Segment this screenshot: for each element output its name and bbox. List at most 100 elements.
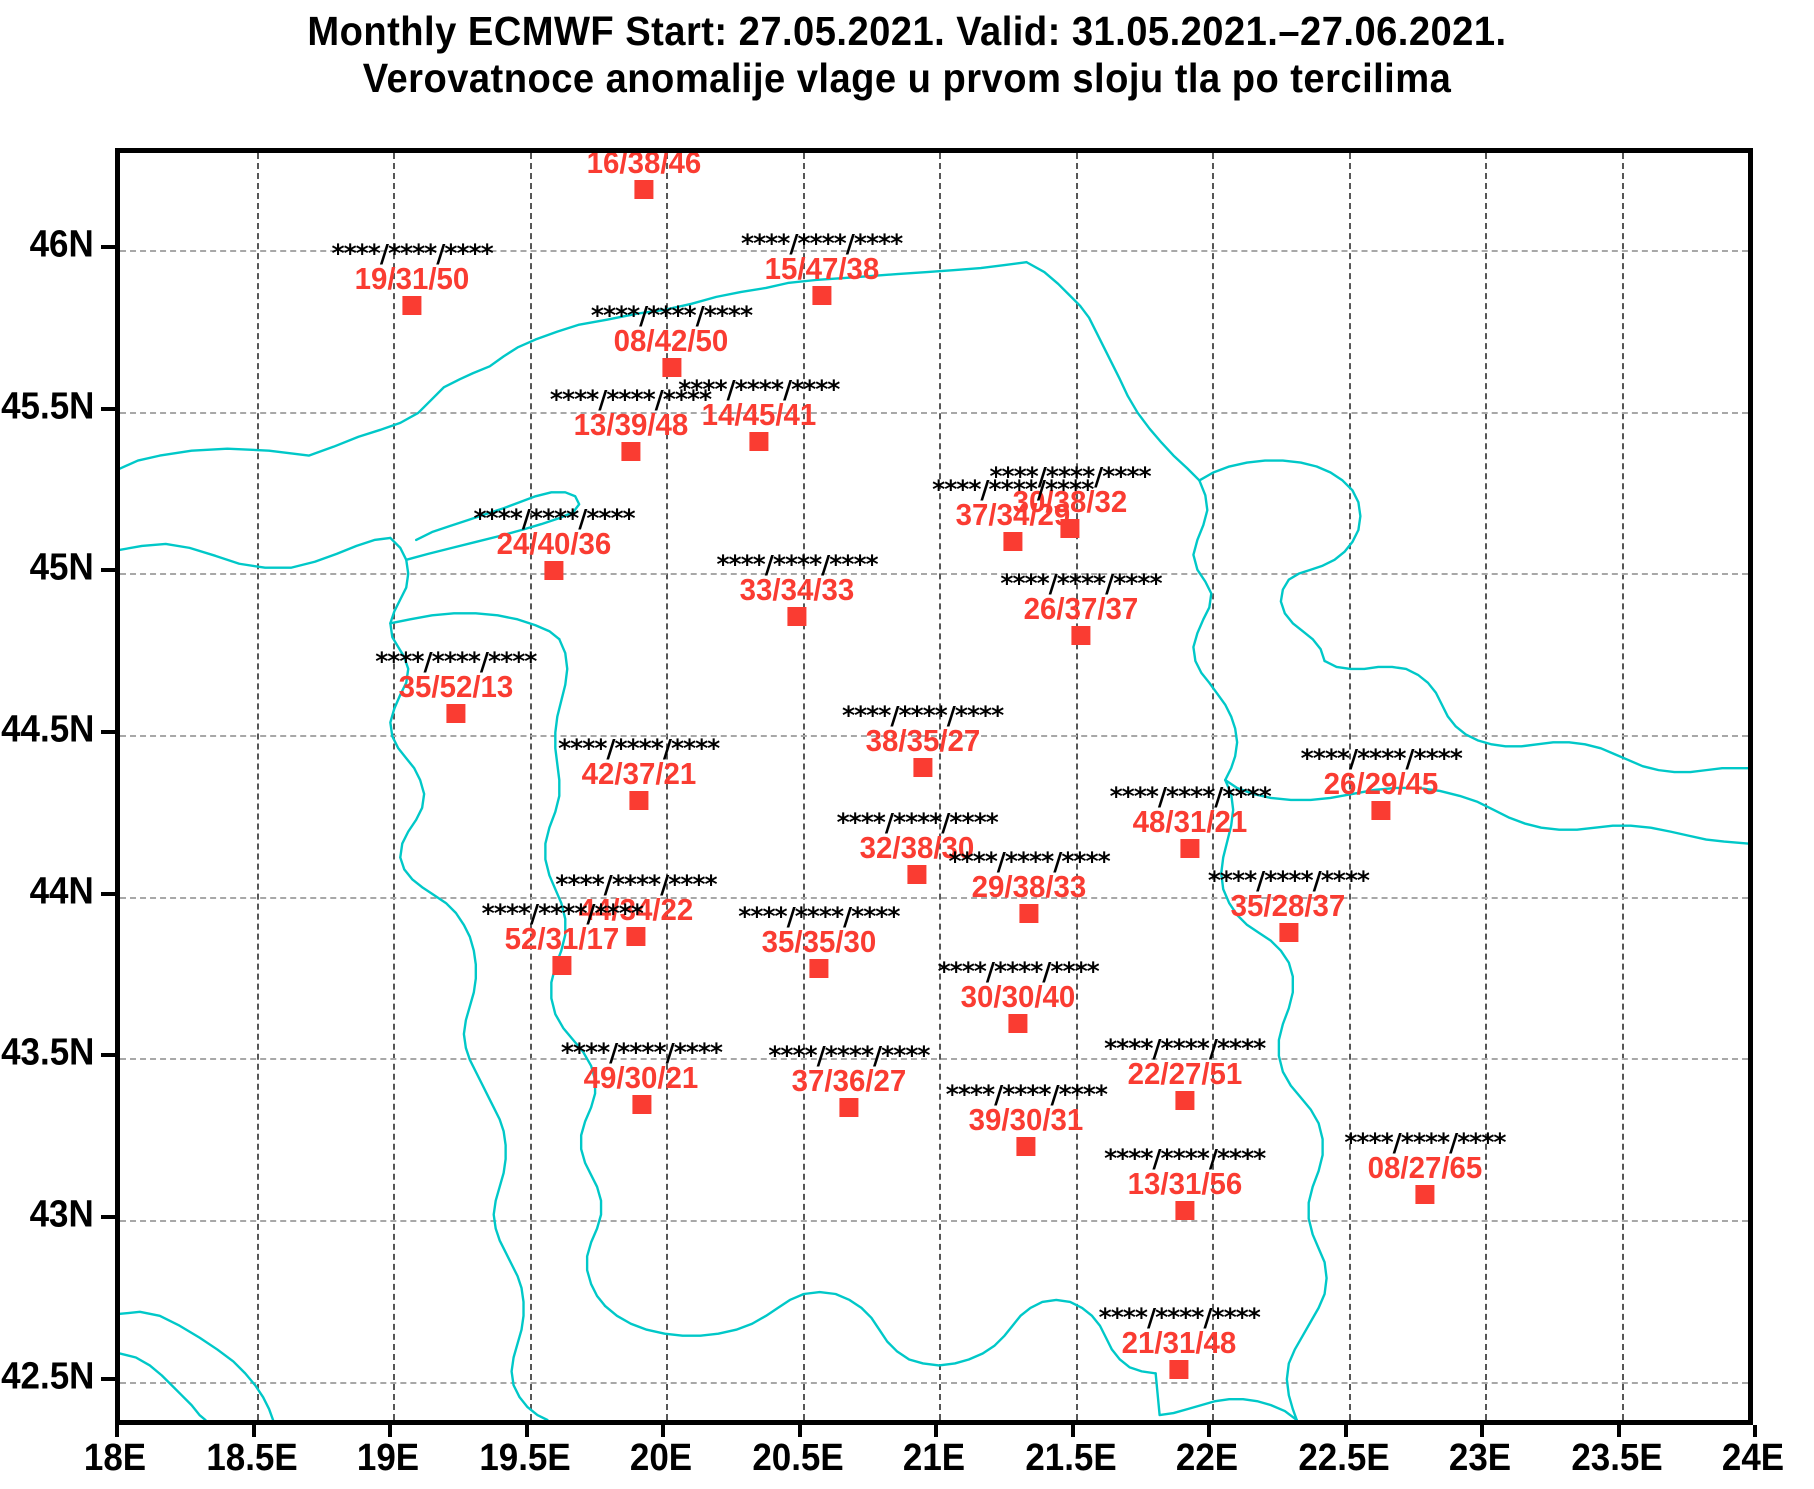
station-probabilities: 44/34/22 [578, 891, 694, 927]
station-plot: ****/****/**** 13/31/56 [1104, 1144, 1266, 1221]
station-stars: ****/****/**** [948, 846, 1111, 876]
station-plot: ****/****/**** 22/27/51 [1104, 1034, 1266, 1111]
station-probabilities: 22/27/51 [1127, 1056, 1242, 1092]
y-axis-tick [101, 568, 115, 573]
y-axis-tick [101, 1214, 115, 1219]
station-plot: ****/****/**** 33/34/33 [716, 552, 879, 626]
station-stars: ****/****/**** [1109, 782, 1272, 812]
station-marker [544, 561, 564, 581]
station-stars: ****/****/**** [738, 901, 900, 931]
station-marker [1169, 1359, 1189, 1379]
x-axis-tick [524, 1425, 529, 1437]
y-axis-tick [101, 406, 115, 411]
station-marker [629, 790, 649, 810]
station-stars: ****/****/**** [375, 646, 537, 676]
station-plot: ****/****/**** 13/39/48 [549, 384, 712, 461]
y-axis-label: 43.5N [0, 1031, 94, 1074]
x-axis-label: 21.5E [1024, 1437, 1117, 1479]
station-plot: ****/****/**** 30/38/32 [989, 462, 1152, 539]
x-axis-tick [797, 1425, 802, 1437]
station-marker [1180, 839, 1200, 859]
station-plot: ****/****/**** 49/30/21 [561, 1040, 723, 1114]
station-marker [552, 955, 572, 975]
station-stars: ****/****/**** [1098, 1302, 1261, 1332]
station-marker [1019, 903, 1039, 923]
x-axis-label: 23E [1448, 1437, 1512, 1479]
y-axis-label: 45N [29, 546, 94, 589]
station-plot: ****/****/**** 26/29/45 [1301, 746, 1463, 820]
station-plot: ****/****/**** 29/38/33 [948, 846, 1111, 923]
station-marker [446, 703, 466, 723]
station-probabilities: 30/30/40 [960, 978, 1076, 1014]
station-plot: ****/****/**** 24/40/36 [473, 506, 636, 581]
x-axis-label: 19E [356, 1437, 420, 1479]
station-marker [631, 1094, 651, 1114]
station-probabilities: 38/35/27 [865, 723, 980, 759]
station-plot: ****/****/**** 44/34/22 [555, 872, 718, 946]
station-probabilities: 21/31/48 [1121, 1324, 1237, 1360]
station-stars: ****/****/**** [842, 701, 1004, 731]
station-stars: ****/****/**** [836, 808, 999, 838]
station-marker [1071, 625, 1091, 645]
x-axis-label: 18E [83, 1437, 147, 1479]
station-marker [1008, 1013, 1028, 1033]
x-axis-label: 22.5E [1297, 1437, 1390, 1479]
station-probabilities: 39/30/31 [969, 1101, 1084, 1137]
station-marker [1371, 800, 1391, 820]
station-stars: ****/****/**** [1207, 866, 1370, 896]
gridline-horizontal [120, 1381, 1748, 1384]
y-axis-tick [101, 729, 115, 734]
station-stars: ****/****/**** [549, 384, 712, 414]
station-probabilities: 26/37/37 [1023, 590, 1139, 626]
station-marker [1415, 1185, 1435, 1205]
gridline-vertical [1348, 153, 1351, 1420]
gridline-horizontal [120, 249, 1748, 252]
station-probabilities: 37/34/29 [955, 497, 1071, 533]
station-marker [634, 179, 654, 199]
station-probabilities: 26/29/45 [1323, 765, 1439, 801]
station-stars: ****/****/**** [558, 733, 720, 763]
x-axis-tick [661, 1425, 665, 1437]
station-plot: ****/****/**** 21/31/48 [1098, 1302, 1261, 1379]
station-plot: ****/****/**** 19/31/50 [331, 239, 494, 316]
station-stars: ****/****/**** [932, 475, 1094, 505]
station-stars: ****/****/**** [1104, 1144, 1266, 1174]
station-probabilities: 13/31/56 [1127, 1166, 1242, 1202]
station-plot: ****/****/**** 32/38/30 [836, 808, 999, 885]
x-axis-tick [251, 1425, 256, 1437]
gridline-horizontal [120, 1058, 1748, 1061]
x-axis-label: 21E [902, 1437, 966, 1479]
station-probabilities: 16/38/46 [586, 148, 702, 180]
station-plot: ****/****/**** 26/37/37 [1000, 571, 1163, 645]
station-marker [907, 865, 927, 885]
gridline-vertical [393, 153, 395, 1420]
station-marker [1175, 1091, 1195, 1111]
gridline-horizontal [120, 734, 1748, 737]
station-probabilities: 15/47/38 [764, 251, 879, 287]
x-axis-tick [115, 1425, 119, 1437]
station-stars: ****/****/**** [989, 462, 1151, 492]
gridline-horizontal [120, 1219, 1748, 1222]
x-axis-label: 23.5E [1570, 1437, 1663, 1479]
y-axis-label: 45.5N [0, 385, 94, 428]
y-axis-label: 43N [29, 1193, 94, 1236]
station-probabilities: 42/37/21 [581, 755, 696, 791]
x-axis-tick [1343, 1425, 1348, 1437]
station-stars: ****/****/**** [331, 239, 494, 269]
station-marker [1278, 923, 1298, 943]
station-stars: ****/****/**** [945, 1079, 1108, 1109]
gridline-horizontal [120, 896, 1748, 899]
gridline-vertical [1212, 153, 1214, 1420]
station-probabilities: 30/38/32 [1012, 484, 1128, 520]
station-stars: ****/****/**** [1104, 1034, 1266, 1064]
station-stars: ****/****/**** [678, 374, 840, 404]
y-axis-tick [101, 1376, 115, 1381]
station-marker [749, 431, 769, 451]
gridline-vertical [1075, 153, 1078, 1420]
station-marker [812, 286, 832, 306]
y-axis-label: 44N [29, 870, 94, 913]
gridline-vertical [666, 153, 668, 1420]
station-probabilities: 08/42/50 [614, 322, 729, 358]
station-marker [402, 296, 422, 316]
map-plot-area: ****/****/**** 16/38/46 ****/****/****19/3… [115, 148, 1753, 1425]
